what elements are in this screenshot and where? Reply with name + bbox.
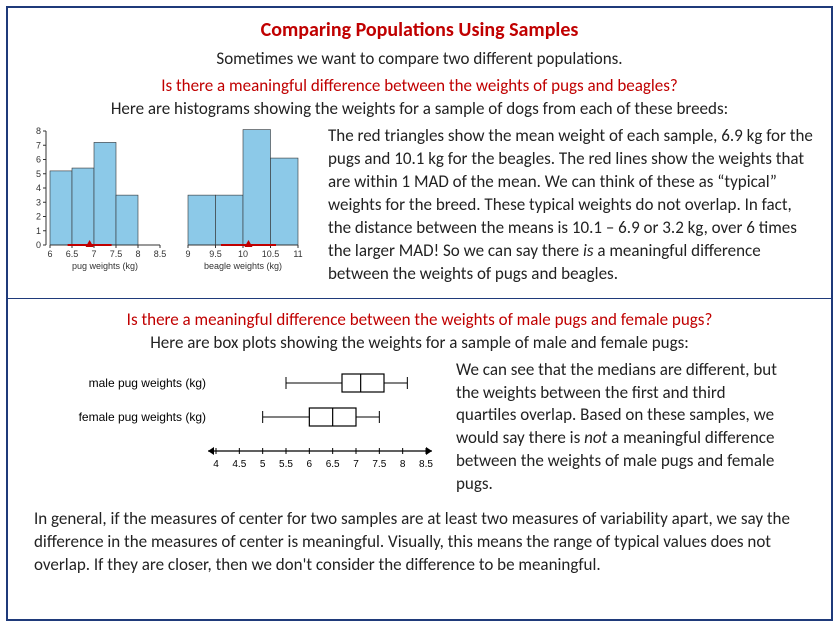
subtitle: Sometimes we want to compare two differe… xyxy=(26,48,813,69)
conclusion-paragraph: In general, if the measures of center fo… xyxy=(26,502,813,577)
svg-text:6: 6 xyxy=(47,249,52,259)
section-boxplot: 4 4.5 5 5.5 6 6.5 7 7.5 8 8.5 male pug weights (kg… xyxy=(26,359,813,503)
para1-is: is xyxy=(583,240,594,261)
svg-text:7: 7 xyxy=(353,459,359,470)
question-2: Is there a meaningful difference between… xyxy=(26,309,813,330)
section-histogram: 0 1 2 3 4 5 6 7 8 6 6.5 7 7.5 8 8.5 pug weights (kg) 9 9.… xyxy=(26,125,813,294)
svg-text:female pug weights (kg): female pug weights (kg) xyxy=(79,410,206,424)
svg-text:7.5: 7.5 xyxy=(110,249,123,259)
svg-text:6.5: 6.5 xyxy=(326,459,340,470)
svg-text:8.5: 8.5 xyxy=(154,249,167,259)
svg-text:3: 3 xyxy=(36,197,41,207)
svg-text:male pug weights (kg): male pug weights (kg) xyxy=(89,376,206,390)
para2-not: not xyxy=(584,427,607,448)
svg-text:2: 2 xyxy=(36,212,41,222)
svg-text:4: 4 xyxy=(213,459,219,470)
svg-text:pug weights (kg): pug weights (kg) xyxy=(72,261,138,271)
caption-2: Here are box plots showing the weights f… xyxy=(26,332,813,353)
svg-text:7: 7 xyxy=(36,140,41,150)
svg-text:7.5: 7.5 xyxy=(372,459,386,470)
svg-text:9.5: 9.5 xyxy=(209,249,222,259)
svg-text:8: 8 xyxy=(36,126,41,136)
boxplot-chart: 4 4.5 5 5.5 6 6.5 7 7.5 8 8.5 male pug weights (kg… xyxy=(76,359,436,484)
question-1: Is there a meaningful difference between… xyxy=(26,75,813,96)
section-divider xyxy=(8,298,831,299)
svg-text:8.5: 8.5 xyxy=(419,459,433,470)
paragraph-2: We can see that the medians are differen… xyxy=(456,359,783,497)
svg-text:1: 1 xyxy=(36,226,41,236)
svg-text:10: 10 xyxy=(238,249,248,259)
svg-text:4: 4 xyxy=(36,183,41,193)
svg-text:5: 5 xyxy=(36,169,41,179)
svg-text:5.5: 5.5 xyxy=(279,459,293,470)
svg-text:11: 11 xyxy=(293,249,302,259)
svg-text:8: 8 xyxy=(135,249,140,259)
svg-text:6: 6 xyxy=(36,155,41,165)
svg-text:7: 7 xyxy=(91,249,96,259)
svg-text:4.5: 4.5 xyxy=(232,459,246,470)
caption-1: Here are histograms showing the weights … xyxy=(26,98,813,119)
svg-text:6: 6 xyxy=(307,459,313,470)
document-frame: Comparing Populations Using Samples Some… xyxy=(6,6,833,621)
svg-text:6.5: 6.5 xyxy=(66,249,79,259)
svg-text:0: 0 xyxy=(36,240,41,250)
svg-text:8: 8 xyxy=(400,459,406,470)
svg-text:9: 9 xyxy=(185,249,190,259)
svg-text:5: 5 xyxy=(260,459,266,470)
page-title: Comparing Populations Using Samples xyxy=(26,18,813,42)
svg-text:10.5: 10.5 xyxy=(262,249,280,259)
paragraph-1: The red triangles show the mean weight o… xyxy=(328,125,813,286)
histogram-chart: 0 1 2 3 4 5 6 7 8 6 6.5 7 7.5 8 8.5 pug weights (kg) 9 9.… xyxy=(26,125,316,280)
svg-text:beagle weights (kg): beagle weights (kg) xyxy=(204,261,282,271)
